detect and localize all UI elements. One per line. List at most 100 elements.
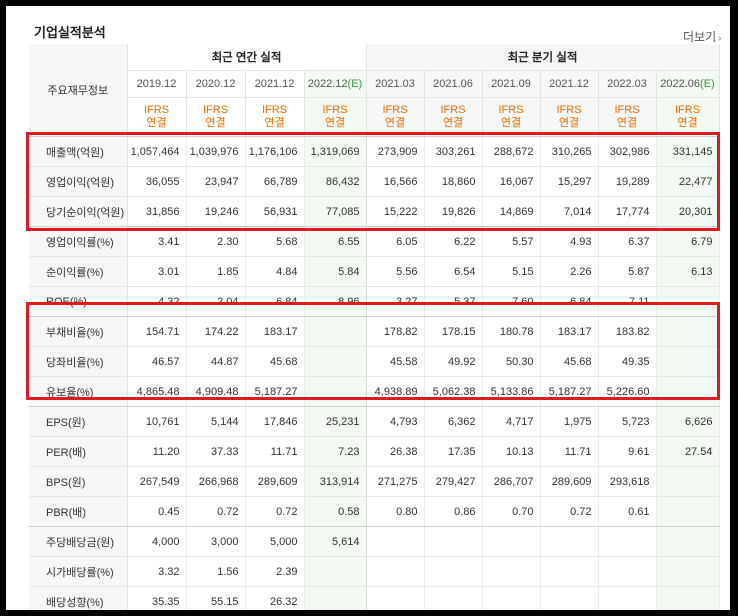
value-cell: 0.45 — [127, 496, 187, 527]
table-row: PBR(배) 0.45 0.72 0.72 0.58 0.80 0.86 0.70 0.72 0.… — [29, 496, 720, 527]
value-cell: 19,246 — [186, 196, 246, 227]
value-cell: 6,362 — [424, 406, 483, 437]
value-cell: 0.86 — [424, 496, 483, 527]
value-cell: 18,860 — [424, 166, 483, 197]
value-cell — [304, 586, 367, 610]
value-cell: 0.72 — [186, 496, 246, 527]
value-cell: 288,672 — [482, 136, 541, 167]
value-cell: 35.35 — [127, 586, 187, 610]
value-cell: 26.32 — [245, 586, 305, 610]
value-cell: 302,986 — [598, 136, 657, 167]
value-cell: 6.84 — [540, 286, 599, 317]
ifrs-label: IFRS — [556, 104, 582, 116]
row-label: 유보율(%) — [29, 376, 128, 407]
value-cell — [656, 286, 720, 317]
row-label: 영업이익률(%) — [29, 226, 128, 257]
value-cell — [424, 586, 483, 610]
value-cell: 45.68 — [540, 346, 599, 377]
value-cell: 4.84 — [245, 256, 305, 287]
value-cell: 7.60 — [482, 286, 541, 317]
value-cell: 154.71 — [127, 316, 187, 347]
value-cell: 4,865.48 — [127, 376, 187, 407]
row-label: PER(배) — [29, 436, 128, 467]
value-cell: 45.58 — [366, 346, 425, 377]
period-header: 2019.12 — [127, 70, 187, 98]
value-cell: 5.68 — [245, 226, 305, 257]
value-cell: 5.84 — [304, 256, 367, 287]
ifrs-basis: IFRS 연결 — [366, 97, 425, 137]
value-cell: 293,618 — [598, 466, 657, 497]
period-header: 2022.03 — [598, 70, 657, 98]
value-cell: 3,000 — [186, 526, 246, 557]
corner-header: 주요재무정보 — [29, 44, 128, 137]
value-cell: 4,717 — [482, 406, 541, 437]
value-cell: 4,000 — [127, 526, 187, 557]
value-cell — [304, 556, 367, 587]
period-date: 2022.12 — [307, 78, 348, 90]
value-cell: 66,789 — [245, 166, 305, 197]
value-cell: 7,014 — [540, 196, 599, 227]
row-label: 영업이익(억원) — [29, 166, 128, 197]
value-cell: 11.71 — [245, 436, 305, 467]
value-cell: 0.80 — [366, 496, 425, 527]
value-cell — [482, 586, 541, 610]
value-cell: 5,062.38 — [424, 376, 483, 407]
period-date: 2022.06 — [660, 78, 701, 90]
value-cell: 183.82 — [598, 316, 657, 347]
value-cell: 289,609 — [245, 466, 305, 497]
value-cell — [656, 376, 720, 407]
row-label: 당좌비율(%) — [29, 346, 128, 377]
value-cell: 17,846 — [245, 406, 305, 437]
value-cell: 0.72 — [245, 496, 305, 527]
value-cell: 17,774 — [598, 196, 657, 227]
value-cell: 0.61 — [598, 496, 657, 527]
value-cell — [304, 316, 367, 347]
row-label: ROE(%) — [29, 286, 128, 317]
value-cell: 31,856 — [127, 196, 187, 227]
consolidated-label: 연결 — [442, 117, 464, 129]
row-label: EPS(원) — [29, 406, 128, 437]
ifrs-label: IFRS — [261, 104, 288, 116]
value-cell: 5,614 — [304, 526, 367, 557]
value-cell: 5.57 — [482, 226, 541, 257]
value-cell: 6.54 — [424, 256, 483, 287]
value-cell: 183.17 — [540, 316, 599, 347]
consolidated-label: 연결 — [324, 117, 346, 129]
value-cell: 5.15 — [482, 256, 541, 287]
financial-summary-panel: 기업실적분석 더보기 › 주요재무정보 최근 연간 실적 최근 분기 실적 201… — [6, 6, 730, 610]
value-cell: 5.87 — [598, 256, 657, 287]
period-header: 2021.06 — [424, 70, 483, 98]
value-cell: 180.78 — [482, 316, 541, 347]
value-cell: 6.22 — [424, 226, 483, 257]
value-cell: 313,914 — [304, 466, 367, 497]
value-cell: 9.61 — [598, 436, 657, 467]
value-cell: 183.17 — [245, 316, 305, 347]
table-row: 영업이익(억원) 36,055 23,947 66,789 86,432 16,566 18… — [29, 166, 720, 197]
value-cell: 6.37 — [598, 226, 657, 257]
ifrs-label: IFRS — [202, 104, 229, 116]
value-cell: 6.13 — [656, 256, 720, 287]
value-cell: 8.96 — [304, 286, 367, 317]
value-cell: 0.70 — [482, 496, 541, 527]
table-row: 부채비율(%) 154.71 174.22 183.17 178.82 178.15 180… — [29, 316, 720, 347]
financial-table: 주요재무정보 최근 연간 실적 최근 분기 실적 2019.12 2020.12 2… — [29, 44, 720, 610]
ifrs-label: IFRS — [674, 104, 701, 116]
value-cell — [656, 496, 720, 527]
value-cell: 331,145 — [656, 136, 720, 167]
consolidated-label: 연결 — [500, 117, 522, 129]
value-cell: 271,275 — [366, 466, 425, 497]
value-cell: 27.54 — [656, 436, 720, 467]
value-cell: 178.15 — [424, 316, 483, 347]
consolidated-label: 연결 — [146, 117, 167, 129]
more-link[interactable]: 더보기 › — [683, 28, 721, 45]
value-cell: 49.92 — [424, 346, 483, 377]
value-cell — [304, 376, 367, 407]
value-cell: 5,723 — [598, 406, 657, 437]
value-cell: 1,039,976 — [186, 136, 246, 167]
table-row: 당기순이익(억원) 31,856 19,246 56,931 77,085 15,222 1… — [29, 196, 720, 227]
value-cell: 3.01 — [127, 256, 187, 287]
value-cell: 11.20 — [127, 436, 187, 467]
table-row: BPS(원) 267,549 266,968 289,609 313,914 271,27… — [29, 466, 720, 497]
ifrs-label: IFRS — [614, 104, 640, 116]
value-cell — [304, 346, 367, 377]
